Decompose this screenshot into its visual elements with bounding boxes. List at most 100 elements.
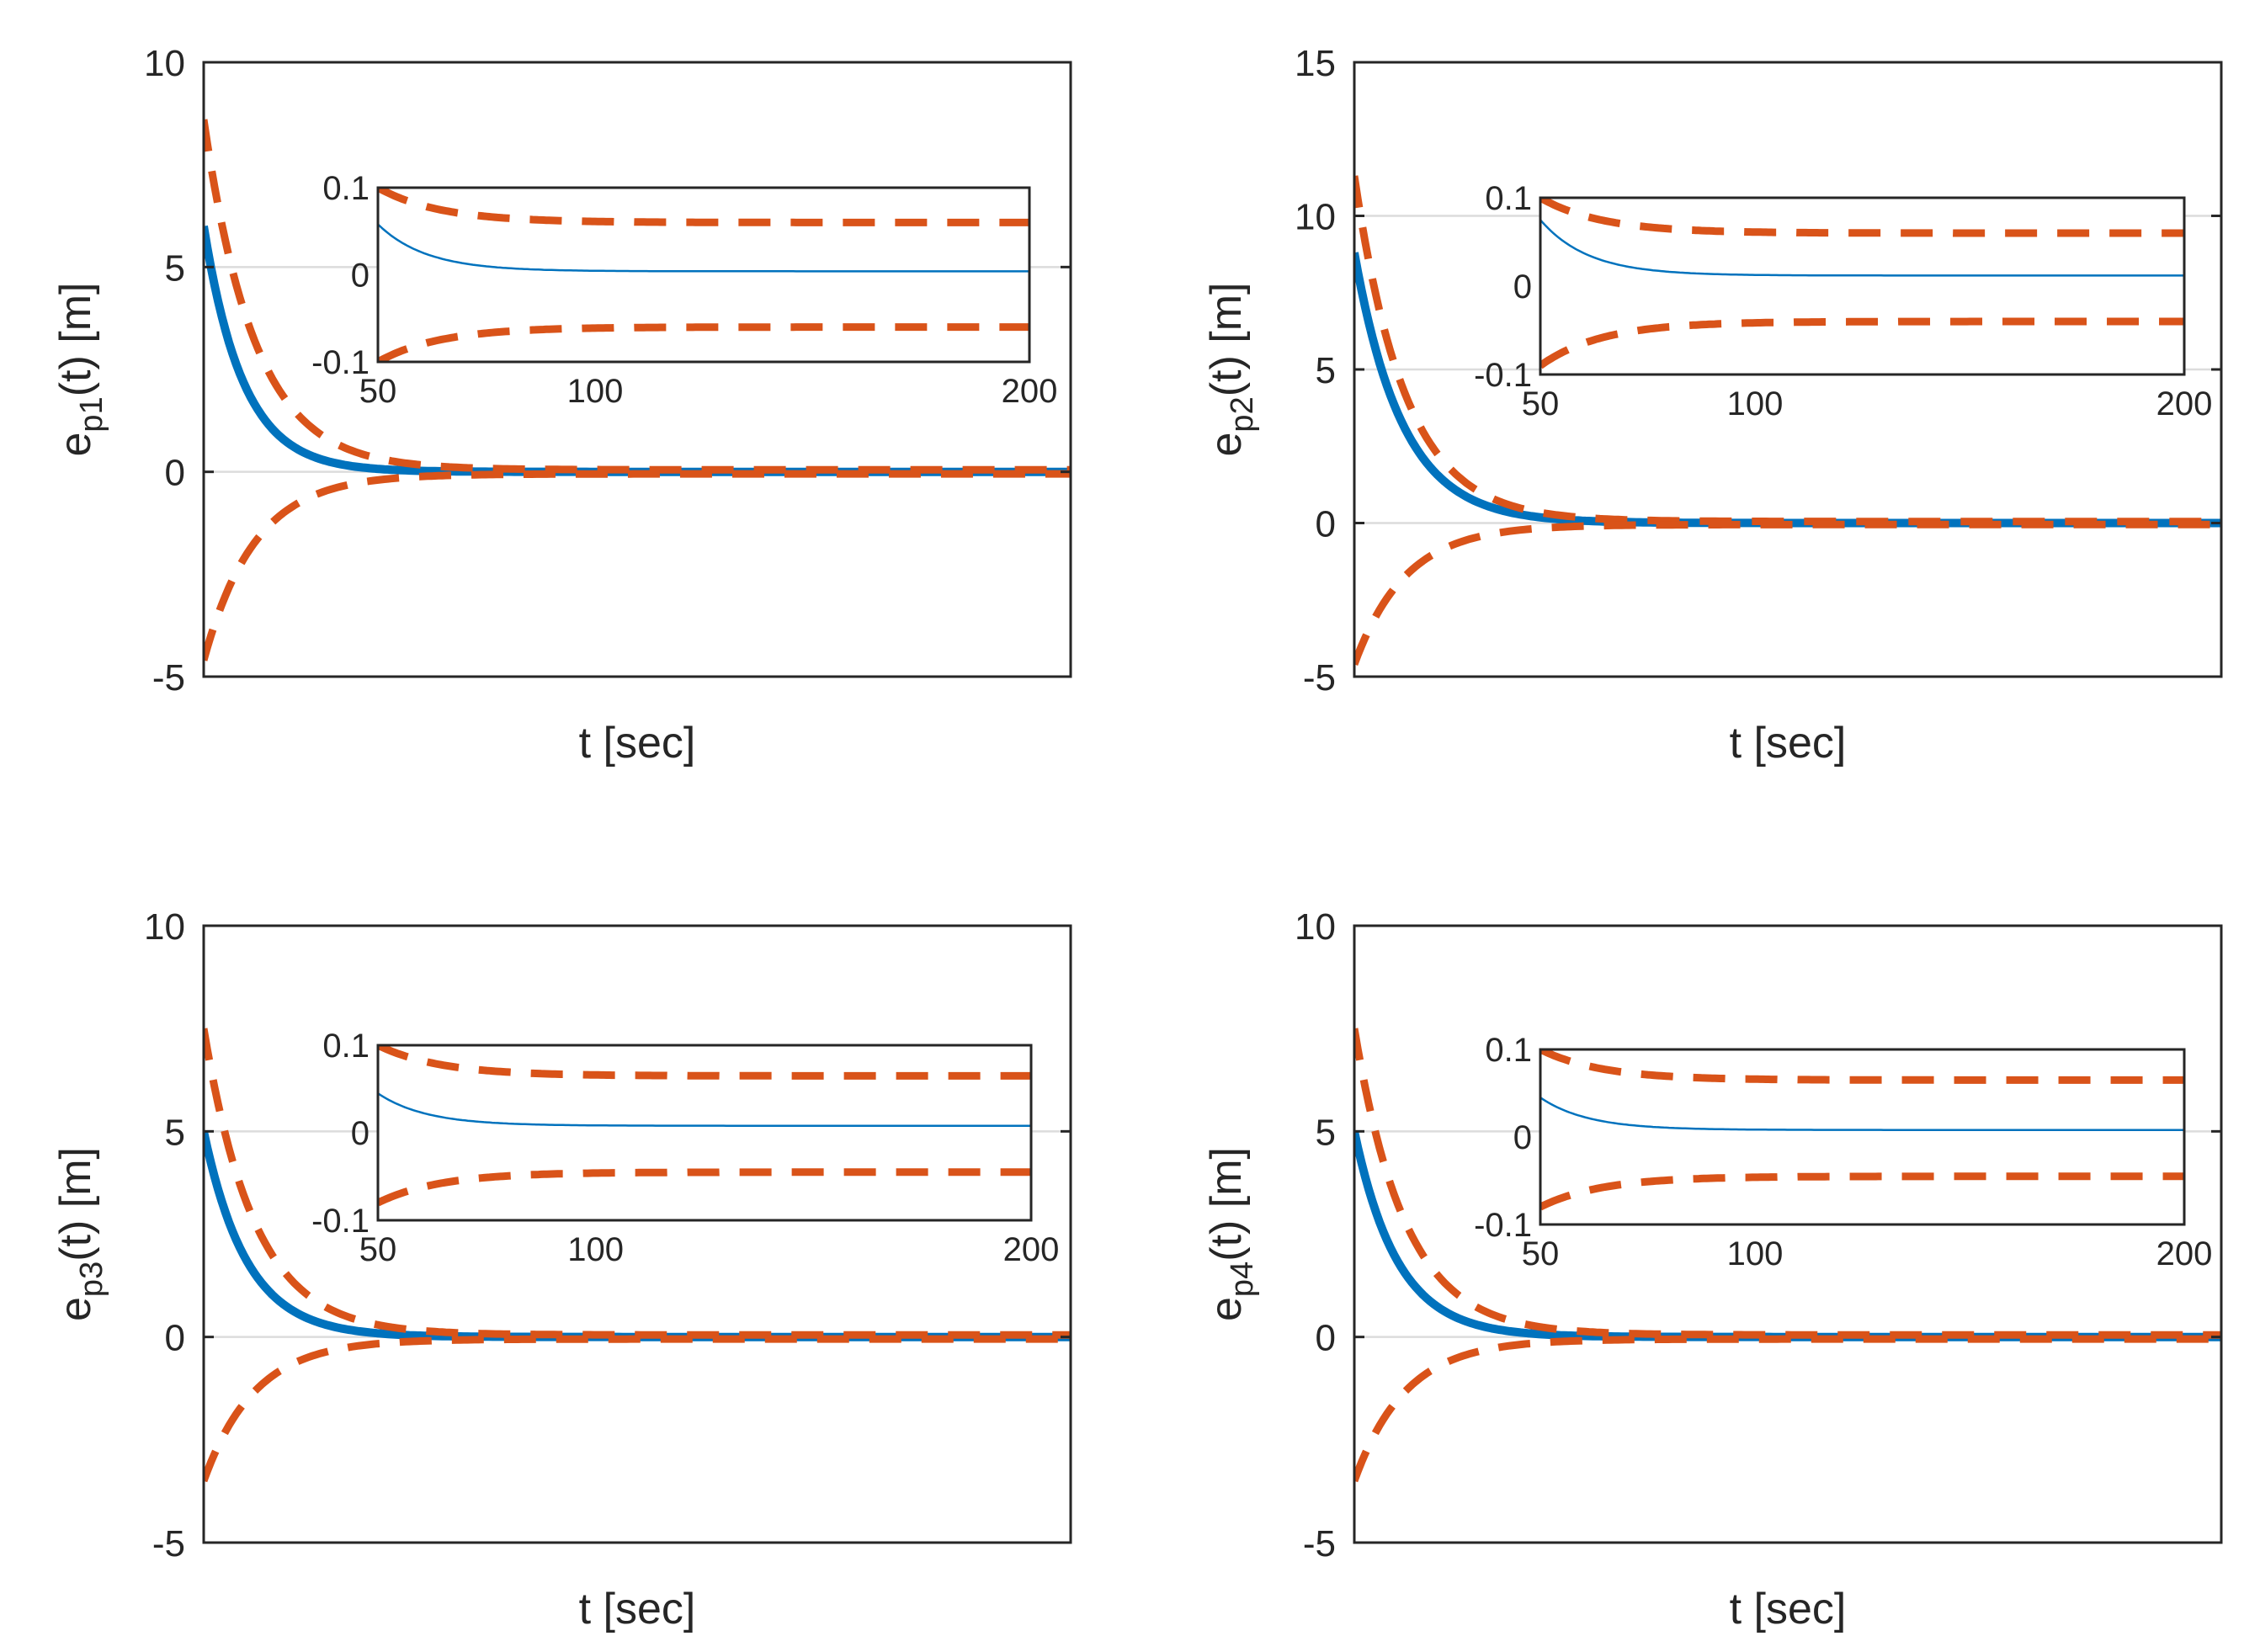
inset-upper-bound — [378, 188, 1029, 226]
inset-ytick-label: 0.1 — [322, 1028, 370, 1065]
inset-plot-area — [378, 188, 1029, 362]
inset-ytick-label: -0.1 — [311, 1203, 370, 1240]
lower-bound — [204, 1335, 1071, 1483]
upper-bound — [204, 1028, 1071, 1339]
inset-frame — [1539, 196, 2186, 376]
inset-upper-bound — [1540, 198, 2184, 237]
ytick-label: 5 — [1316, 1112, 1336, 1153]
inset-p2: -0.1 0 0.1 50 100 200 — [1474, 180, 2212, 422]
inset-ytick-label: 0.1 — [1485, 180, 1532, 217]
axes-frame — [202, 61, 1072, 678]
x-axis-label: t [sec] — [1730, 719, 1847, 768]
ylabel-sub: p4 — [1225, 1262, 1260, 1297]
inset-xtick-label: 50 — [359, 1231, 397, 1268]
ylabel-sub: p3 — [74, 1262, 109, 1297]
ytick-label: 10 — [144, 43, 185, 84]
x-axis-label: t [sec] — [1730, 1585, 1847, 1633]
inset-error-series — [1540, 219, 2184, 277]
ytick-label: 10 — [1295, 906, 1336, 948]
inset-lower-bound — [378, 1168, 1031, 1207]
inset-error-series — [1540, 1097, 2184, 1131]
y-axis-label: ep1(t) [m] — [51, 283, 109, 457]
inset-lower-bound — [378, 323, 1029, 362]
inset-p3: -0.1 0 0.1 50 100 200 — [311, 1028, 1059, 1268]
ytick-label: -5 — [1303, 657, 1336, 699]
ytick-label: 5 — [1316, 350, 1336, 391]
inset-error-series — [378, 1092, 1031, 1127]
inset-ytick-label: 0 — [1513, 1119, 1532, 1156]
inset-bg — [1540, 1049, 2184, 1224]
inset-p4: -0.1 0 0.1 50 100 200 — [1474, 1032, 2212, 1272]
inset-xtick-label: 50 — [1522, 385, 1560, 422]
inset-xtick-label: 200 — [2156, 1235, 2213, 1272]
axes-frame — [202, 924, 1072, 1544]
ylabel-main: e — [1202, 1297, 1251, 1321]
ylabel-rest: (t) [m] — [51, 1147, 100, 1262]
ytick-label: 0 — [165, 1318, 185, 1359]
plot-area — [204, 119, 1071, 661]
upper-bound — [204, 119, 1071, 474]
inset-frame — [1539, 1048, 2186, 1226]
inset-bg — [1540, 198, 2184, 374]
inset-ytick-label: 0 — [351, 258, 370, 295]
inset-bg — [378, 1045, 1031, 1220]
ytick-label: 10 — [1295, 197, 1336, 238]
ytick-label: -5 — [152, 657, 185, 699]
inset-lower-bound — [1540, 317, 2184, 369]
ytick-label: 15 — [1295, 43, 1336, 84]
panel-p3: -5 0 5 10 t [sec] ep3(t) [m] -0.1 0 0.1 50 100 200 — [51, 906, 1072, 1633]
inset-p1: -0.1 0 0.1 50 100 200 — [311, 170, 1057, 410]
plot-area — [1354, 175, 2221, 666]
ytick-label: 0 — [1316, 504, 1336, 545]
ylabel-main: e — [51, 1297, 100, 1321]
x-axis-label: t [sec] — [579, 719, 696, 768]
panel-p1: -5 0 5 10 t [sec] ep1(t) [m] -0.1 0 0.1 50 100 200 — [51, 43, 1072, 768]
inset-plot-area — [1540, 1049, 2184, 1211]
lower-bound — [204, 470, 1071, 661]
inset-ytick-label: -0.1 — [1474, 357, 1532, 394]
inset-plot-area — [378, 1045, 1031, 1207]
ylabel-rest: (t) [m] — [1202, 1147, 1251, 1262]
inset-xtick-label: 50 — [359, 373, 397, 410]
inset-upper-bound — [378, 1045, 1031, 1080]
inset-lower-bound — [1540, 1172, 2184, 1211]
inset-plot-area — [1540, 198, 2184, 369]
inset-ytick-label: -0.1 — [1474, 1207, 1532, 1244]
ytick-label: 0 — [165, 453, 185, 494]
panel-p2: -5 0 5 10 15 t [sec] ep2(t) [m] -0.1 0 0.1 50 100 20… — [1202, 43, 2223, 768]
inset-ytick-label: 0.1 — [322, 170, 370, 207]
y-axis-label: ep2(t) [m] — [1202, 283, 1260, 457]
ytick-label: -5 — [152, 1523, 185, 1564]
ylabel-sub: p2 — [1225, 396, 1260, 432]
ylabel-rest: (t) [m] — [51, 283, 100, 397]
inset-xtick-label: 100 — [1727, 1235, 1784, 1272]
inset-xtick-label: 50 — [1522, 1235, 1560, 1272]
inset-xtick-label: 200 — [1002, 373, 1058, 410]
inset-bg — [378, 188, 1029, 362]
inset-upper-bound — [1540, 1049, 2184, 1084]
inset-xtick-label: 100 — [567, 1231, 624, 1268]
inset-ytick-label: 0 — [1513, 268, 1532, 305]
x-axis-label: t [sec] — [579, 1585, 696, 1633]
ylabel-rest: (t) [m] — [1202, 283, 1251, 397]
inset-ytick-label: -0.1 — [311, 344, 370, 381]
inset-frame — [376, 1044, 1033, 1222]
plot-area — [1354, 1028, 2221, 1483]
inset-xtick-label: 200 — [1003, 1231, 1060, 1268]
inset-xtick-label: 100 — [567, 373, 624, 410]
inset-xtick-label: 100 — [1727, 385, 1784, 422]
y-axis-label: ep3(t) [m] — [51, 1147, 109, 1321]
ytick-label: -5 — [1303, 1523, 1336, 1564]
ytick-label: 0 — [1316, 1318, 1336, 1359]
ylabel-sub: p1 — [74, 396, 109, 432]
inset-error-series — [378, 223, 1029, 273]
inset-ytick-label: 0.1 — [1485, 1032, 1532, 1069]
ylabel-main: e — [51, 433, 100, 457]
panel-p4: -5 0 5 10 t [sec] ep4(t) [m] -0.1 0 0.1 50 100 200 — [1202, 906, 2223, 1633]
y-axis-label: ep4(t) [m] — [1202, 1147, 1260, 1321]
inset-xtick-label: 200 — [2156, 385, 2213, 422]
plot-area — [204, 1028, 1071, 1483]
axes-frame — [1353, 924, 2223, 1544]
